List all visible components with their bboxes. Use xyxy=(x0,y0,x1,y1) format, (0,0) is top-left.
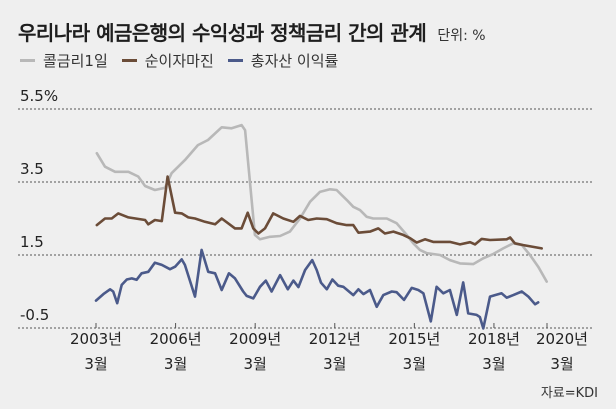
legend-label-net-interest-margin: 순이자마진 xyxy=(144,52,214,70)
x-tick-label-month: 3월 xyxy=(403,355,426,373)
legend-swatch-roa xyxy=(227,59,243,62)
legend-swatch-call-rate xyxy=(20,59,35,62)
x-tick-label-month: 3월 xyxy=(244,355,267,373)
x-tick-label-year: 2018년 xyxy=(468,330,520,348)
x-tick-label-year: 2009년 xyxy=(229,330,281,348)
x-tick-label-month: 3월 xyxy=(482,355,505,373)
x-tick-label-month: 3월 xyxy=(164,355,187,373)
series-line-call-rate xyxy=(95,123,549,283)
legend-label-call-rate: 콜금리1일 xyxy=(43,52,108,70)
y-tick-label: -0.5 xyxy=(20,306,49,324)
legend: 콜금리1일 순이자마진 총자산 이익률 xyxy=(20,50,352,71)
chart-title: 우리나라 예금은행의 수익성과 정책금리 간의 관계 xyxy=(18,21,427,45)
legend-label-roa: 총자산 이익률 xyxy=(250,52,339,70)
x-tick-label-year: 2020년 xyxy=(536,330,588,348)
series-line-roa xyxy=(94,248,540,330)
x-tick-label-month: 3월 xyxy=(323,355,346,373)
axes: 5.5% 3.5 1.5 -0.5 2003년 3월 2006년 3월 2009년 3월 2012년… xyxy=(20,87,588,373)
y-tick-label: 3.5 xyxy=(20,160,44,178)
series-lines xyxy=(94,123,549,330)
legend-swatch-net-interest-margin xyxy=(121,59,137,62)
chart-header: 우리나라 예금은행의 수익성과 정책금리 간의 관계 단위: % xyxy=(18,17,486,46)
y-tick-label: 1.5 xyxy=(20,233,44,251)
x-tick-label-year: 2003년 xyxy=(70,330,122,348)
legend-item-net-interest-margin: 순이자마진 xyxy=(121,50,214,71)
source-note: 자료=KDI xyxy=(540,386,598,401)
series-line-net-interest-margin xyxy=(95,175,544,250)
legend-item-call-rate: 콜금리1일 xyxy=(20,50,108,71)
x-tick-label-year: 2006년 xyxy=(150,330,202,348)
y-tick-label: 5.5% xyxy=(20,87,58,105)
x-tick-label-month: 3월 xyxy=(550,355,573,373)
x-tick-label-year: 2015년 xyxy=(388,330,440,348)
x-tick-label-year: 2012년 xyxy=(309,330,361,348)
unit-label: 단위: % xyxy=(437,28,486,44)
x-tick-label-month: 3월 xyxy=(84,355,107,373)
legend-item-roa: 총자산 이익률 xyxy=(227,50,339,71)
